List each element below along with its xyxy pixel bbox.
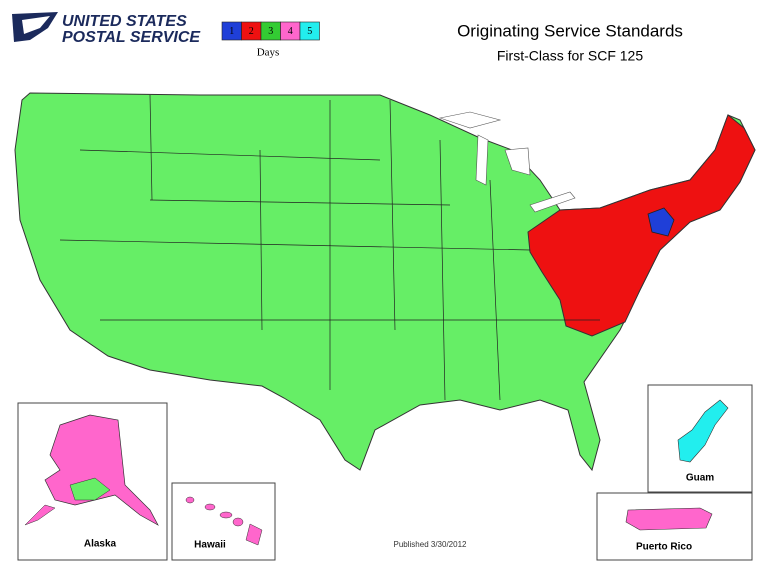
us-blue-region bbox=[647, 207, 675, 237]
lake-superior bbox=[438, 111, 502, 129]
hawaii-inset bbox=[171, 482, 276, 561]
alaska-green bbox=[69, 477, 111, 501]
us-map bbox=[14, 92, 756, 472]
logo-line-1: UNITED STATES bbox=[62, 13, 187, 30]
title: Originating Service Standards bbox=[457, 21, 683, 40]
inset-label: Puerto Rico bbox=[636, 542, 692, 553]
state-borders bbox=[59, 94, 600, 401]
inset-label: Guam bbox=[686, 473, 714, 484]
legend-caption: Days bbox=[257, 47, 280, 59]
legend-swatch bbox=[299, 21, 320, 41]
hawaii-shape bbox=[185, 496, 263, 546]
guam-shape bbox=[677, 399, 729, 463]
lake-michigan bbox=[475, 134, 489, 186]
inset-label: Hawaii bbox=[194, 540, 226, 551]
legend-label: 2 bbox=[249, 26, 254, 37]
inset-label: Alaska bbox=[84, 539, 117, 550]
logo: UNITED STATES POSTAL SERVICE bbox=[12, 12, 201, 46]
logo-eagle-detail bbox=[22, 16, 50, 34]
alaska-aleutians bbox=[24, 504, 56, 526]
lake-erie bbox=[529, 191, 576, 213]
legend-label: 4 bbox=[288, 26, 293, 37]
us-red-region bbox=[527, 114, 756, 337]
legend-label: 5 bbox=[307, 26, 312, 37]
alaska-shape bbox=[44, 414, 159, 526]
puerto-rico-shape bbox=[625, 507, 713, 531]
us-green bbox=[14, 92, 756, 472]
legend-label: 3 bbox=[268, 26, 273, 37]
published-note: Published 3/30/2012 bbox=[394, 540, 468, 549]
legend-label: 1 bbox=[229, 26, 234, 37]
lake-huron bbox=[504, 147, 531, 176]
legend: 1 2 3 4 5 bbox=[221, 21, 320, 41]
logo-line-2: POSTAL SERVICE bbox=[62, 29, 201, 46]
subtitle: First-Class for SCF 125 bbox=[497, 48, 643, 64]
